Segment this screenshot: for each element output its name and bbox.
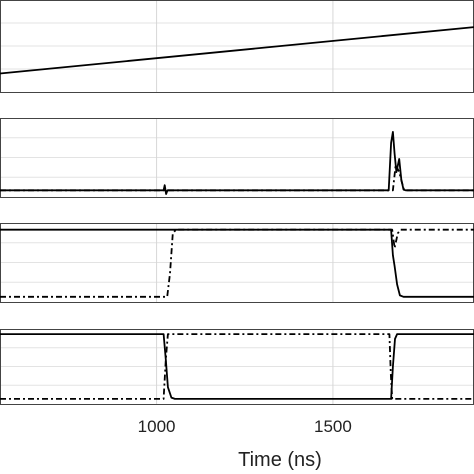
x-tick-label: 1500 <box>314 417 352 436</box>
series-line-dashdot <box>0 228 474 298</box>
panel-1 <box>0 0 474 93</box>
series-line-solid <box>0 26 474 75</box>
panel-3 <box>0 223 474 303</box>
x-axis-label: Time (ns) <box>238 449 322 471</box>
panel-4 <box>0 329 474 405</box>
x-ticks-group: 1000 1500 <box>138 417 352 436</box>
panels-group <box>0 0 474 405</box>
panel-2 <box>0 118 474 198</box>
series-line-dashdot <box>0 333 474 400</box>
series-line-solid <box>0 228 474 298</box>
series-line-dashdot <box>0 163 474 192</box>
x-tick-label: 1000 <box>138 417 176 436</box>
series-line-solid <box>0 131 474 195</box>
series-line-solid <box>0 333 474 400</box>
